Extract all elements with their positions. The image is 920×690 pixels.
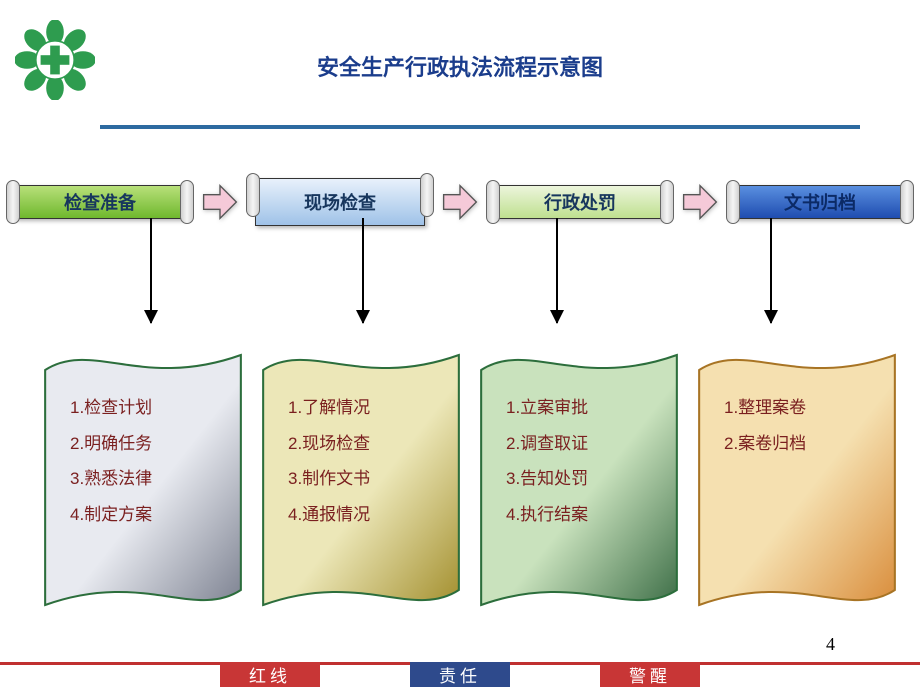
list-item: 4.执行结案 (506, 497, 672, 533)
list-item: 4.通报情况 (288, 497, 454, 533)
connector-line (150, 218, 152, 323)
footer-tag-0: 红线 (220, 662, 320, 687)
card-content: 1.整理案卷2.案卷归档 (724, 390, 890, 461)
page-title: 安全生产行政执法流程示意图 (0, 50, 920, 82)
stage-box-3: 文书归档 (735, 185, 905, 219)
footer-tags: 红线 责任 警醒 (0, 662, 920, 690)
stage-box-1: 现场检查 (255, 178, 425, 226)
list-item: 3.熟悉法律 (70, 461, 236, 497)
detail-card-3: 1.整理案卷2.案卷归档 (694, 335, 900, 625)
stage-0: 检查准备 (0, 185, 200, 219)
detail-cards: 1.检查计划2.明确任务3.熟悉法律4.制定方案 1.了解情况2.现场检查3.制… (40, 335, 900, 625)
detail-card-2: 1.立案审批2.调查取证3.告知处罚4.执行结案 (476, 335, 682, 625)
title-divider (100, 125, 860, 129)
card-content: 1.了解情况2.现场检查3.制作文书4.通报情况 (288, 390, 454, 533)
stage-row: 检查准备 现场检查 行政处罚 (0, 178, 920, 226)
arrow-icon (680, 180, 720, 224)
list-item: 2.调查取证 (506, 426, 672, 462)
list-item: 1.检查计划 (70, 390, 236, 426)
stage-box-2: 行政处罚 (495, 185, 665, 219)
detail-card-1: 1.了解情况2.现场检查3.制作文书4.通报情况 (258, 335, 464, 625)
page-number: 4 (826, 634, 835, 655)
list-item: 4.制定方案 (70, 497, 236, 533)
list-item: 1.立案审批 (506, 390, 672, 426)
list-item: 1.整理案卷 (724, 390, 890, 426)
list-item: 2.明确任务 (70, 426, 236, 462)
arrow-icon (440, 180, 480, 224)
stage-label: 行政处罚 (544, 189, 616, 215)
stage-3: 文书归档 (720, 185, 920, 219)
list-item: 3.制作文书 (288, 461, 454, 497)
list-item: 3.告知处罚 (506, 461, 672, 497)
stage-label: 文书归档 (784, 189, 856, 215)
connector-line (770, 218, 772, 323)
connector-line (556, 218, 558, 323)
list-item: 1.了解情况 (288, 390, 454, 426)
stage-1: 现场检查 (240, 178, 440, 226)
stage-label: 现场检查 (304, 189, 376, 215)
arrow-icon (200, 180, 240, 224)
list-item: 2.案卷归档 (724, 426, 890, 462)
connector-line (362, 218, 364, 323)
footer-tag-2: 警醒 (600, 662, 700, 687)
stage-label: 检查准备 (64, 189, 136, 215)
stage-box-0: 检查准备 (15, 185, 185, 219)
list-item: 2.现场检查 (288, 426, 454, 462)
card-content: 1.检查计划2.明确任务3.熟悉法律4.制定方案 (70, 390, 236, 533)
detail-card-0: 1.检查计划2.明确任务3.熟悉法律4.制定方案 (40, 335, 246, 625)
card-content: 1.立案审批2.调查取证3.告知处罚4.执行结案 (506, 390, 672, 533)
footer-tag-1: 责任 (410, 662, 510, 687)
stage-2: 行政处罚 (480, 185, 680, 219)
